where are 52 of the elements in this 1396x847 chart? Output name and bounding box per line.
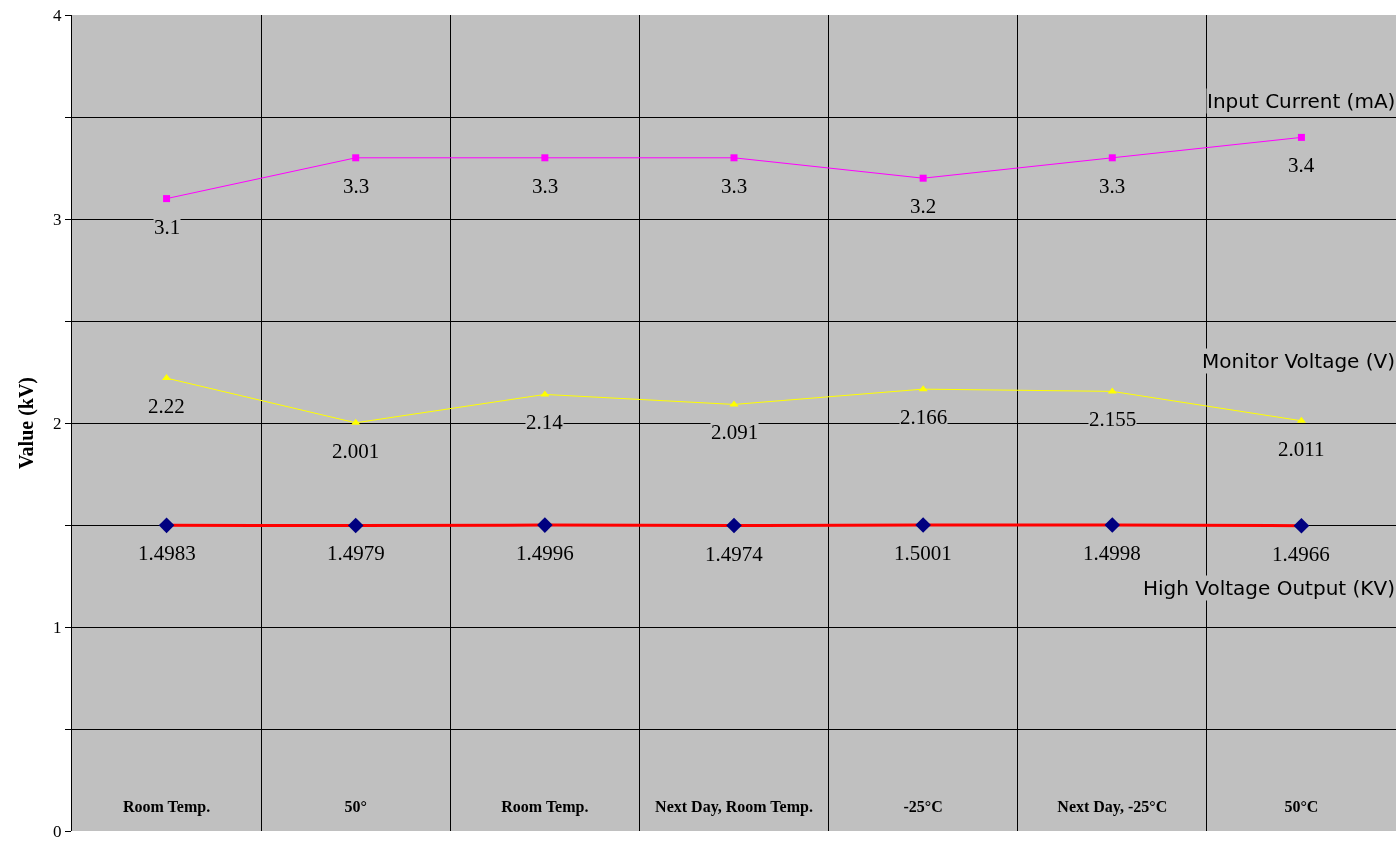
data-label: 2.22 xyxy=(148,394,185,418)
data-label: 1.5001 xyxy=(894,541,952,565)
y-tick-label: 1 xyxy=(53,617,62,637)
point xyxy=(1297,133,1305,141)
data-label: 1.4979 xyxy=(327,541,385,565)
point xyxy=(919,174,927,182)
series-label: Input Current (mA) xyxy=(1207,89,1396,113)
point xyxy=(541,154,549,162)
point xyxy=(163,195,171,203)
x-tick-label: -25°C xyxy=(903,798,943,815)
data-label: 2.011 xyxy=(1278,437,1325,461)
point xyxy=(347,517,364,534)
data-label: 2.091 xyxy=(711,420,759,444)
data-label: 1.4974 xyxy=(705,542,764,566)
y-axis-title: Value (kV) xyxy=(14,376,38,470)
data-label: 3.3 xyxy=(1099,174,1126,198)
x-tick-label: Room Temp. xyxy=(501,798,589,816)
point xyxy=(1108,154,1116,162)
point xyxy=(352,154,360,162)
data-label: 1.4983 xyxy=(138,541,196,565)
point xyxy=(158,517,175,534)
data-label: 2.166 xyxy=(900,405,948,429)
data-label: 2.14 xyxy=(526,410,564,434)
y-tick-label: 0 xyxy=(53,821,62,841)
point xyxy=(915,517,931,533)
text: High Voltage Output (KV) xyxy=(1143,576,1395,600)
data-label: 3.3 xyxy=(343,174,370,198)
point xyxy=(1104,517,1121,533)
point xyxy=(730,154,738,162)
data-label: 3.2 xyxy=(910,194,937,218)
point xyxy=(351,418,361,425)
data-label: 1.4996 xyxy=(516,541,574,565)
data-label: 1.4966 xyxy=(1272,542,1330,566)
data-label: 3.1 xyxy=(154,215,181,239)
x-tick-label: Next Day, -25°C xyxy=(1057,798,1168,816)
data-label: 3.3 xyxy=(721,174,748,198)
series-label: Monitor Voltage (V) xyxy=(1202,349,1396,373)
data-label: 2.155 xyxy=(1089,407,1137,431)
point xyxy=(726,517,742,534)
point xyxy=(1293,517,1310,534)
data-label: 3.3 xyxy=(532,174,559,198)
x-tick-label: Room Temp. xyxy=(123,798,211,816)
data-label: 1.4998 xyxy=(1083,541,1141,565)
data-label: 3.4 xyxy=(1288,153,1315,177)
x-tick-label: 50°C xyxy=(1284,798,1319,815)
data-label: 2.001 xyxy=(332,439,380,463)
point xyxy=(537,517,553,533)
y-tick-label: 4 xyxy=(53,5,63,25)
y-tick-label: 2 xyxy=(53,413,62,433)
y-tick-label: 3 xyxy=(53,209,62,229)
x-tick-label: 50° xyxy=(344,798,367,815)
x-tick-label: Next Day, Room Temp. xyxy=(655,798,813,816)
